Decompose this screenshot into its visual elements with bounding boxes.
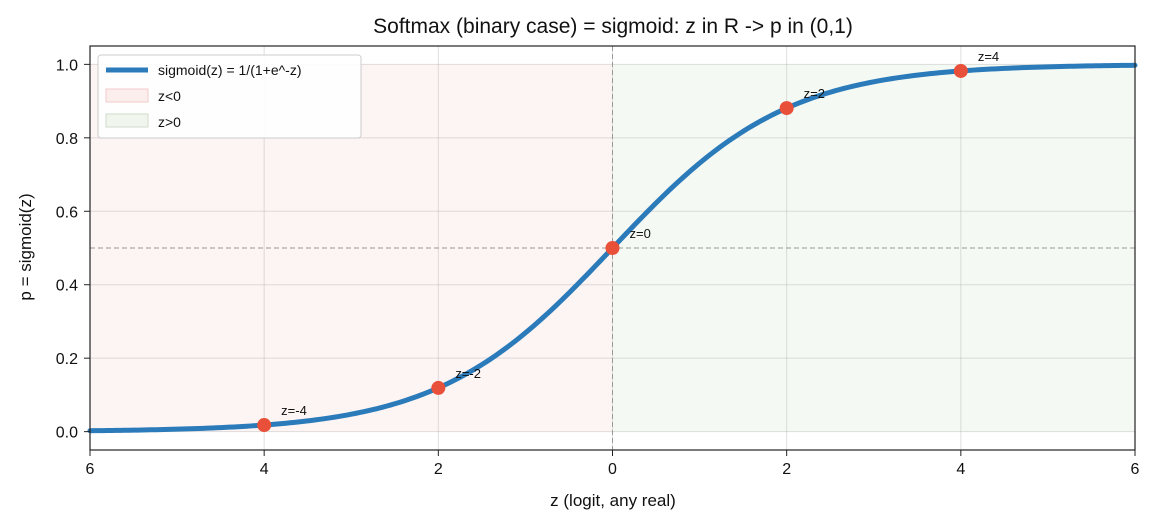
y-tick-label: 0.6 [56, 204, 78, 221]
point-label: z=-2 [455, 366, 481, 381]
y-tick-label: 0.0 [56, 425, 78, 442]
point-label: z=-4 [281, 403, 307, 418]
data-point [780, 101, 794, 115]
legend-label-positive: z>0 [158, 114, 181, 130]
legend-label-negative: z<0 [158, 88, 181, 104]
y-axis-ticks: 0.0 0.2 0.4 0.6 0.8 1.0 [56, 57, 90, 441]
x-tick-label: 4 [956, 461, 965, 478]
y-tick-label: 0.2 [56, 351, 78, 368]
x-tick-label: 6 [86, 461, 95, 478]
chart-title: Softmax (binary case) = sigmoid: z in R … [373, 15, 853, 38]
data-point [431, 381, 445, 395]
data-point [954, 64, 968, 78]
y-axis-label: p = sigmoid(z) [16, 193, 35, 300]
legend-label-curve: sigmoid(z) = 1/(1+e^-z) [158, 62, 302, 78]
y-tick-label: 0.8 [56, 131, 78, 148]
data-point [606, 241, 620, 255]
y-tick-label: 1.0 [56, 57, 78, 74]
legend-swatch-negative [106, 89, 148, 102]
x-axis-label: z (logit, any real) [550, 491, 676, 510]
point-label: z=0 [630, 226, 651, 241]
y-tick-label: 0.4 [56, 278, 78, 295]
x-tick-label: 2 [434, 461, 443, 478]
legend: sigmoid(z) = 1/(1+e^-z) z<0 z>0 [98, 55, 361, 138]
point-label: z=4 [978, 49, 999, 64]
legend-swatch-positive [106, 114, 148, 127]
x-tick-label: 2 [782, 461, 791, 478]
x-tick-label: 6 [1131, 461, 1140, 478]
x-tick-label: 0 [608, 461, 617, 478]
x-axis-ticks: 6 4 2 0 2 4 6 [86, 450, 1140, 478]
x-tick-label: 4 [260, 461, 269, 478]
point-label: z=2 [804, 86, 825, 101]
data-point [257, 418, 271, 432]
